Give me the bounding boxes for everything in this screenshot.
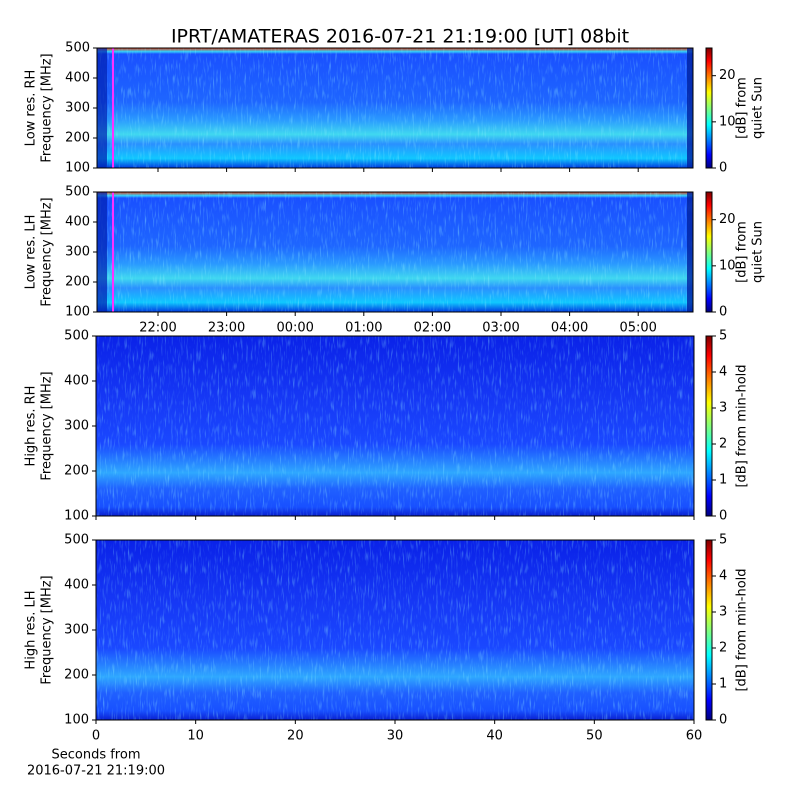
colorbar-tick-label: 0: [719, 509, 727, 524]
colorbar-tick-label: 3: [719, 605, 727, 620]
colorbar-label: [dB] from: [735, 77, 750, 139]
y-tick-label: 200: [65, 275, 90, 290]
colorbar: [705, 191, 713, 313]
y-tick-label: 200: [65, 131, 90, 146]
colorbar: [705, 47, 713, 169]
y-axis-label: Frequency [MHz]: [40, 575, 55, 684]
colorbar-tick-label: 20: [719, 68, 736, 83]
colorbar-tick-label: 10: [719, 114, 736, 129]
x-tick-label: 40: [486, 729, 503, 744]
x-tick-label: 30: [387, 729, 404, 744]
colorbar-tick-label: 5: [719, 329, 727, 344]
y-tick-label: 400: [65, 71, 90, 86]
y-tick-label: 200: [64, 668, 89, 683]
x-tick-label: 50: [586, 729, 603, 744]
x-tick-label: 04:00: [551, 321, 588, 336]
x-tick-label: 20: [287, 729, 304, 744]
colorbar-tick-label: 2: [719, 641, 727, 656]
figure-title: IPRT/AMATERAS 2016-07-21 21:19:00 [UT] 0…: [171, 26, 629, 48]
edge-band: [97, 48, 107, 168]
x-tick-label: 00:00: [276, 321, 313, 336]
colorbar: [705, 539, 713, 721]
y-tick-label: 500: [65, 41, 90, 56]
colorbar-label: quiet Sun: [751, 221, 766, 283]
edge-band: [97, 192, 107, 312]
y-tick-label: 300: [64, 623, 89, 638]
y-axis-label: High res. LH: [24, 590, 39, 669]
spectrogram-noise: [96, 336, 694, 516]
y-axis-label: Frequency [MHz]: [40, 53, 55, 162]
x-axis-label: 2016-07-21 21:19:00: [27, 764, 165, 779]
colorbar-tick-label: 3: [719, 401, 727, 416]
colorbar-label: [dB] from: [735, 221, 750, 283]
spectrogram-noise: [97, 48, 693, 168]
colorbar-tick-label: 4: [719, 569, 727, 584]
colorbar-label: quiet Sun: [751, 77, 766, 139]
colorbar-tick-label: 1: [719, 473, 727, 488]
colorbar-label: [dB] from min-hold: [735, 364, 750, 487]
colorbar-tick-label: 20: [719, 212, 736, 227]
y-axis-label: Low res. RH: [24, 70, 39, 147]
y-tick-label: 400: [65, 215, 90, 230]
x-tick-label: 0: [92, 729, 100, 744]
y-axis-label: Frequency [MHz]: [40, 371, 55, 480]
x-tick-label: 22:00: [139, 321, 176, 336]
colorbar-tick-label: 2: [719, 437, 727, 452]
x-tick-label: 03:00: [482, 321, 519, 336]
y-axis-label: Low res. LH: [24, 215, 39, 290]
y-tick-label: 500: [65, 185, 90, 200]
spectrogram-noise: [97, 192, 693, 312]
colorbar-tick-label: 4: [719, 365, 727, 380]
y-tick-label: 100: [64, 713, 89, 728]
edge-band: [687, 192, 693, 312]
x-tick-label: 01:00: [345, 321, 382, 336]
y-tick-label: 200: [64, 464, 89, 479]
y-tick-label: 400: [64, 374, 89, 389]
y-axis-label: Frequency [MHz]: [40, 197, 55, 306]
y-axis-label: High res. RH: [24, 386, 39, 467]
colorbar-tick-label: 0: [719, 713, 727, 728]
colorbar-label: [dB] from min-hold: [735, 568, 750, 691]
y-tick-label: 300: [65, 101, 90, 116]
colorbar-tick-label: 10: [719, 258, 736, 273]
colorbar: [705, 335, 713, 517]
colorbar-tick-label: 0: [719, 305, 727, 320]
y-tick-label: 300: [65, 245, 90, 260]
spectrogram-noise: [96, 540, 694, 720]
x-tick-label: 10: [187, 729, 204, 744]
y-tick-label: 500: [64, 533, 89, 548]
x-tick-label: 02:00: [414, 321, 451, 336]
x-tick-label: 05:00: [619, 321, 656, 336]
y-tick-label: 300: [64, 419, 89, 434]
x-axis-label: Seconds from: [51, 748, 140, 763]
y-tick-label: 100: [65, 305, 90, 320]
edge-band: [687, 48, 693, 168]
colorbar-tick-label: 5: [719, 533, 727, 548]
y-tick-label: 500: [64, 329, 89, 344]
y-tick-label: 400: [64, 578, 89, 593]
y-tick-label: 100: [64, 509, 89, 524]
y-tick-label: 100: [65, 161, 90, 176]
x-tick-label: 23:00: [208, 321, 245, 336]
x-tick-label: 60: [686, 729, 703, 744]
colorbar-tick-label: 1: [719, 677, 727, 692]
colorbar-tick-label: 0: [719, 161, 727, 176]
